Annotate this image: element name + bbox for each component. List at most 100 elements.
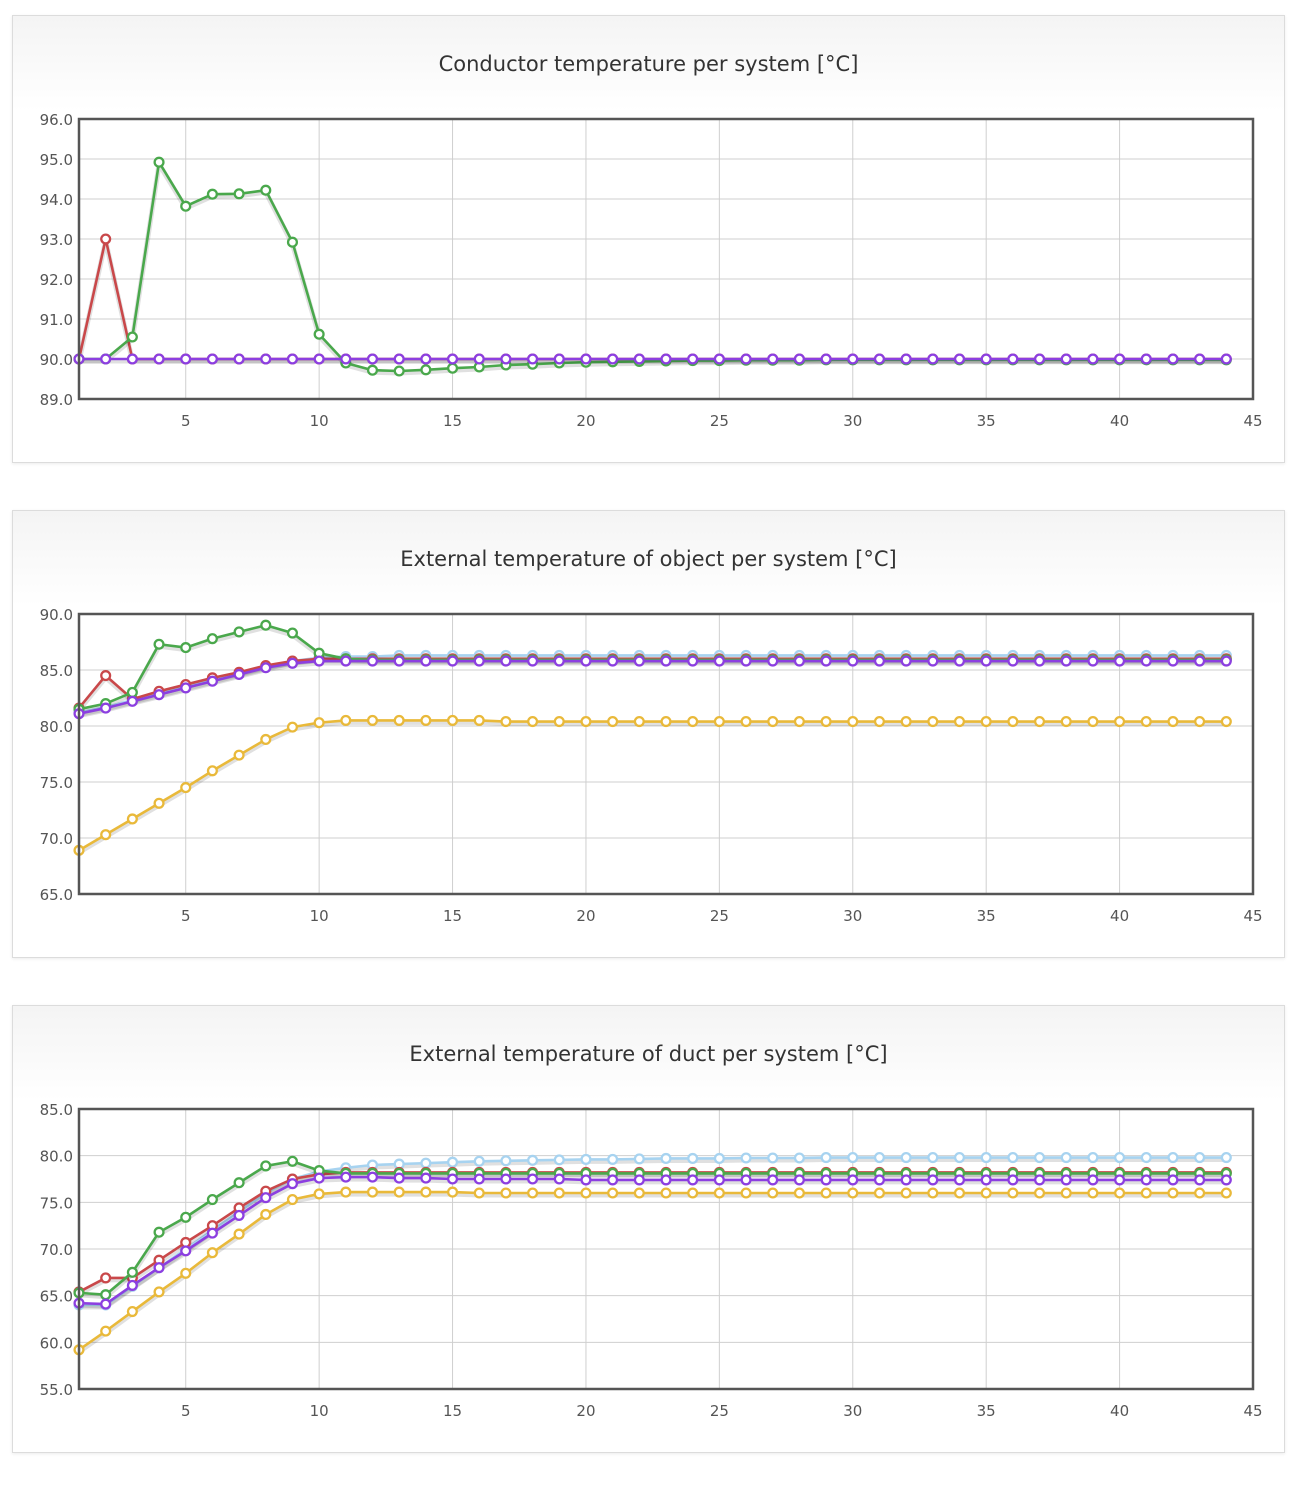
- data-point[interactable]: [206, 1227, 218, 1239]
- data-point[interactable]: [473, 1187, 485, 1199]
- data-point[interactable]: [500, 1173, 512, 1185]
- data-point[interactable]: [927, 715, 939, 728]
- data-point[interactable]: [206, 1247, 218, 1259]
- data-point[interactable]: [820, 655, 832, 667]
- data-point[interactable]: [740, 715, 752, 728]
- data-point[interactable]: [446, 714, 459, 726]
- data-point[interactable]: [366, 353, 379, 365]
- data-point[interactable]: [1167, 353, 1179, 365]
- data-point[interactable]: [473, 714, 485, 726]
- data-point[interactable]: [847, 1151, 859, 1164]
- data-point[interactable]: [180, 200, 192, 212]
- data-point[interactable]: [900, 1187, 912, 1199]
- data-point[interactable]: [446, 1156, 459, 1168]
- data-point[interactable]: [180, 353, 192, 365]
- data-point[interactable]: [607, 655, 619, 667]
- data-point[interactable]: [873, 1174, 886, 1186]
- data-point[interactable]: [393, 655, 405, 667]
- data-point[interactable]: [1167, 1174, 1179, 1186]
- data-point[interactable]: [713, 655, 725, 667]
- data-point[interactable]: [687, 715, 699, 728]
- data-point[interactable]: [393, 365, 405, 377]
- data-point[interactable]: [953, 1187, 966, 1199]
- data-point[interactable]: [713, 1152, 725, 1165]
- data-point[interactable]: [473, 353, 485, 365]
- data-point[interactable]: [687, 1187, 699, 1199]
- data-point[interactable]: [1220, 715, 1232, 728]
- data-point[interactable]: [553, 715, 565, 728]
- data-point[interactable]: [873, 1151, 886, 1164]
- data-point[interactable]: [153, 1286, 165, 1298]
- data-point[interactable]: [206, 353, 218, 365]
- data-point[interactable]: [1167, 715, 1179, 728]
- data-point[interactable]: [286, 1155, 299, 1167]
- data-point[interactable]: [1220, 1174, 1232, 1186]
- data-point[interactable]: [1114, 1174, 1126, 1186]
- data-point[interactable]: [233, 353, 245, 365]
- data-point[interactable]: [740, 1174, 752, 1186]
- data-point[interactable]: [126, 1279, 138, 1291]
- data-point[interactable]: [660, 655, 672, 667]
- data-point[interactable]: [820, 1187, 832, 1199]
- data-point[interactable]: [900, 655, 912, 667]
- data-point[interactable]: [420, 1157, 432, 1169]
- data-point[interactable]: [286, 1178, 299, 1190]
- data-point[interactable]: [340, 655, 352, 667]
- data-point[interactable]: [233, 749, 245, 761]
- data-point[interactable]: [740, 1187, 752, 1199]
- data-point[interactable]: [633, 1187, 645, 1199]
- data-point[interactable]: [340, 1171, 352, 1183]
- data-point[interactable]: [100, 353, 112, 365]
- data-point[interactable]: [313, 655, 325, 667]
- data-point[interactable]: [1033, 715, 1046, 728]
- data-point[interactable]: [1060, 1174, 1072, 1186]
- data-point[interactable]: [660, 715, 672, 728]
- data-point[interactable]: [153, 1226, 165, 1238]
- data-point[interactable]: [607, 353, 619, 365]
- data-point[interactable]: [1194, 1151, 1206, 1164]
- data-point[interactable]: [1007, 353, 1019, 365]
- data-point[interactable]: [1140, 353, 1152, 365]
- data-point[interactable]: [793, 1187, 805, 1199]
- data-point[interactable]: [687, 1152, 699, 1165]
- data-point[interactable]: [527, 1154, 539, 1166]
- data-point[interactable]: [420, 353, 432, 365]
- data-point[interactable]: [793, 1152, 805, 1164]
- data-point[interactable]: [980, 1151, 992, 1164]
- data-point[interactable]: [126, 686, 138, 698]
- data-point[interactable]: [1220, 1151, 1232, 1164]
- data-point[interactable]: [847, 353, 859, 365]
- data-point[interactable]: [340, 1186, 352, 1198]
- data-point[interactable]: [927, 1151, 939, 1164]
- data-point[interactable]: [1114, 1187, 1126, 1199]
- data-point[interactable]: [126, 1266, 138, 1278]
- data-point[interactable]: [713, 353, 725, 365]
- data-point[interactable]: [1140, 1187, 1152, 1199]
- data-point[interactable]: [580, 1187, 592, 1199]
- data-point[interactable]: [473, 655, 485, 667]
- data-point[interactable]: [1220, 1187, 1232, 1199]
- data-point[interactable]: [260, 184, 272, 196]
- data-point[interactable]: [260, 353, 272, 365]
- data-point[interactable]: [1060, 715, 1072, 728]
- data-point[interactable]: [366, 1171, 379, 1183]
- data-point[interactable]: [767, 715, 779, 728]
- data-point[interactable]: [527, 1173, 539, 1185]
- data-point[interactable]: [233, 1209, 245, 1221]
- data-point[interactable]: [873, 353, 886, 365]
- data-point[interactable]: [953, 353, 966, 365]
- data-point[interactable]: [180, 682, 192, 694]
- data-point[interactable]: [953, 1151, 966, 1164]
- data-point[interactable]: [473, 1173, 485, 1185]
- data-point[interactable]: [527, 1187, 539, 1199]
- data-point[interactable]: [1087, 353, 1099, 365]
- data-point[interactable]: [286, 721, 299, 733]
- data-point[interactable]: [340, 714, 352, 726]
- data-point[interactable]: [1060, 353, 1072, 365]
- data-point[interactable]: [553, 353, 565, 365]
- data-point[interactable]: [740, 655, 752, 667]
- data-point[interactable]: [767, 353, 779, 365]
- data-point[interactable]: [340, 353, 352, 365]
- data-point[interactable]: [153, 797, 165, 809]
- data-point[interactable]: [233, 626, 245, 638]
